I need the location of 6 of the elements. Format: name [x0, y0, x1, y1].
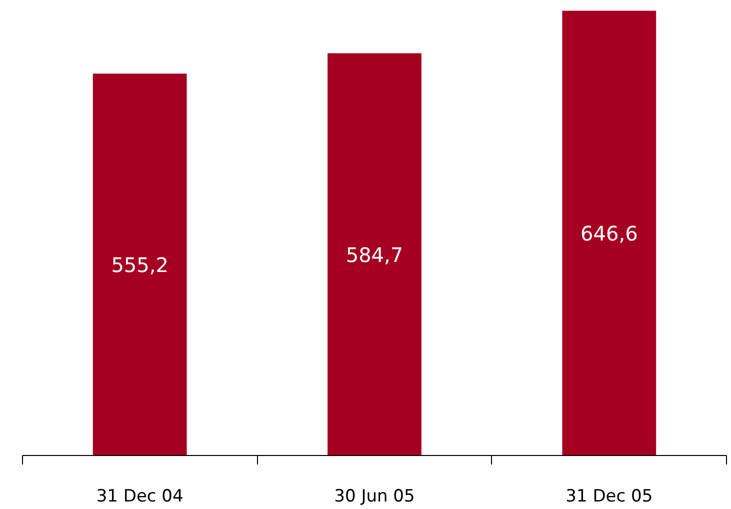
data-label: 646,6: [580, 222, 638, 246]
x-tick-label: 31 Dec 04: [96, 486, 184, 506]
x-tick-label: 31 Dec 05: [566, 486, 653, 506]
x-tick-label: 30 Jun 05: [334, 486, 415, 506]
data-label: 555,2: [111, 253, 168, 278]
data-label: 584,7: [346, 242, 404, 267]
